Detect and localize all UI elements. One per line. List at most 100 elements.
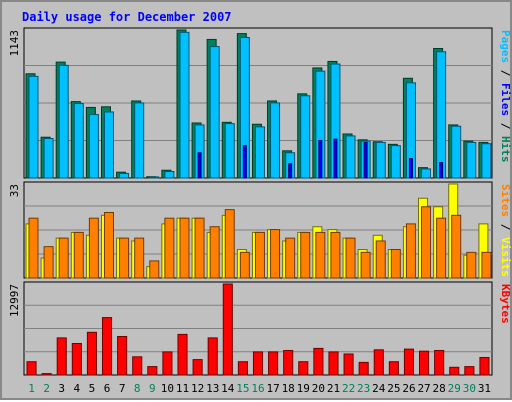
bar-files-day-31 [481, 143, 492, 179]
bar-files-day-11 [179, 31, 190, 179]
bar-files-day-1 [28, 75, 39, 179]
bar-pages-day-12 [197, 152, 202, 179]
bar-sites-day-20 [315, 231, 326, 279]
bar-files-day-10 [164, 171, 175, 179]
bar-files-day-17 [270, 102, 281, 179]
x-tick-label: 12 [191, 382, 204, 395]
bar-kbytes-day-20 [313, 347, 324, 376]
bar-sites-day-6 [103, 211, 114, 279]
x-tick-label: 26 [402, 382, 415, 395]
bar-kbytes-day-13 [207, 337, 218, 376]
x-tick-label: 29 [448, 382, 461, 395]
axis-label-part: / [499, 217, 512, 237]
bar-sites-day-7 [119, 237, 130, 279]
x-tick-label: 17 [266, 382, 279, 395]
x-tick-label: 14 [221, 382, 235, 395]
x-tick-label: 15 [236, 382, 249, 395]
bar-pages-day-20 [318, 139, 323, 179]
bar-kbytes-day-25 [388, 361, 399, 376]
bar-files-day-9 [149, 176, 160, 179]
x-tick-label: 7 [119, 382, 126, 395]
x-tick-label: 24 [372, 382, 386, 395]
max-label-kbytes: 12997 [8, 284, 21, 317]
bar-sites-day-1 [28, 217, 39, 279]
chart-title: Daily usage for December 2007 [22, 10, 232, 24]
bar-files-day-8 [134, 102, 145, 179]
bar-kbytes-day-9 [147, 366, 158, 376]
x-tick-label: 21 [327, 382, 340, 395]
bar-kbytes-day-8 [132, 356, 143, 376]
bar-kbytes-day-7 [117, 335, 128, 376]
bar-kbytes-day-10 [162, 351, 173, 376]
x-tick-label: 6 [104, 382, 111, 395]
axis-label-visits_sites: Sites / Visits [499, 184, 512, 277]
bar-kbytes-day-15 [237, 361, 248, 376]
bar-kbytes-day-6 [101, 317, 113, 376]
axis-label-part: Sites [499, 184, 512, 217]
axis-label-part: Hits [499, 136, 512, 163]
bar-kbytes-day-31 [479, 356, 490, 376]
bar-files-day-7 [119, 172, 130, 179]
x-tick-label: 31 [478, 382, 491, 395]
bar-sites-day-31 [481, 251, 492, 279]
x-tick-label: 10 [161, 382, 174, 395]
x-tick-label: 4 [74, 382, 81, 395]
bar-sites-day-18 [285, 237, 296, 279]
bar-files-day-14 [224, 123, 235, 179]
bar-sites-day-3 [58, 237, 69, 279]
bar-sites-day-24 [375, 240, 386, 279]
bar-kbytes-day-3 [56, 337, 67, 376]
bar-files-day-27 [421, 168, 432, 179]
bar-sites-day-11 [179, 217, 190, 279]
axis-label-part: / [499, 116, 512, 136]
x-tick-label: 20 [312, 382, 325, 395]
bar-kbytes-day-29 [449, 366, 460, 376]
bar-sites-day-19 [300, 231, 311, 279]
bar-kbytes-day-11 [177, 333, 188, 376]
x-tick-label: 18 [282, 382, 295, 395]
axis-label-part: Visits [499, 237, 512, 277]
bar-sites-day-12 [194, 217, 205, 279]
x-tick-label: 13 [206, 382, 219, 395]
bar-sites-day-5 [88, 217, 99, 279]
bar-sites-day-14 [224, 209, 235, 279]
x-tick-label: 8 [134, 382, 141, 395]
max-label-hits_files_pages: 1143 [8, 30, 21, 57]
bar-kbytes-day-19 [298, 361, 309, 376]
bar-files-day-28 [436, 51, 447, 179]
max-label-visits_sites: 33 [8, 184, 21, 197]
bar-pages-day-26 [408, 158, 413, 179]
bar-files-day-24 [375, 141, 386, 179]
bar-sites-day-26 [405, 223, 416, 279]
bar-files-day-25 [390, 145, 401, 179]
bar-kbytes-day-21 [328, 351, 339, 376]
x-tick-label: 27 [417, 382, 430, 395]
bar-sites-day-27 [421, 206, 432, 279]
x-tick-label: 19 [297, 382, 310, 395]
bar-sites-day-2 [43, 246, 54, 279]
bar-kbytes-day-26 [403, 348, 415, 376]
bar-files-day-22 [345, 135, 356, 179]
axis-label-part: Pages [499, 30, 512, 63]
bar-kbytes-day-14 [222, 283, 233, 376]
bar-pages-day-28 [439, 161, 444, 179]
x-tick-label: 11 [176, 382, 189, 395]
bar-sites-day-22 [345, 237, 356, 279]
bar-sites-day-30 [466, 251, 477, 279]
bar-kbytes-day-17 [268, 351, 279, 376]
x-tick-label: 16 [251, 382, 264, 395]
bar-files-day-19 [300, 95, 311, 179]
bar-sites-day-25 [390, 249, 401, 279]
axis-label-kbytes: KBytes [499, 284, 512, 324]
bar-pages-day-18 [288, 163, 293, 179]
bar-files-day-29 [451, 125, 462, 179]
x-tick-label: 25 [387, 382, 400, 395]
bar-kbytes-day-4 [71, 342, 82, 376]
bar-pages-day-15 [242, 145, 247, 179]
x-tick-label: 9 [149, 382, 156, 395]
bar-kbytes-day-30 [464, 366, 475, 376]
bar-sites-day-15 [239, 251, 250, 279]
bar-kbytes-day-27 [419, 350, 430, 376]
x-tick-label: 5 [89, 382, 96, 395]
x-tick-label: 28 [433, 382, 446, 395]
